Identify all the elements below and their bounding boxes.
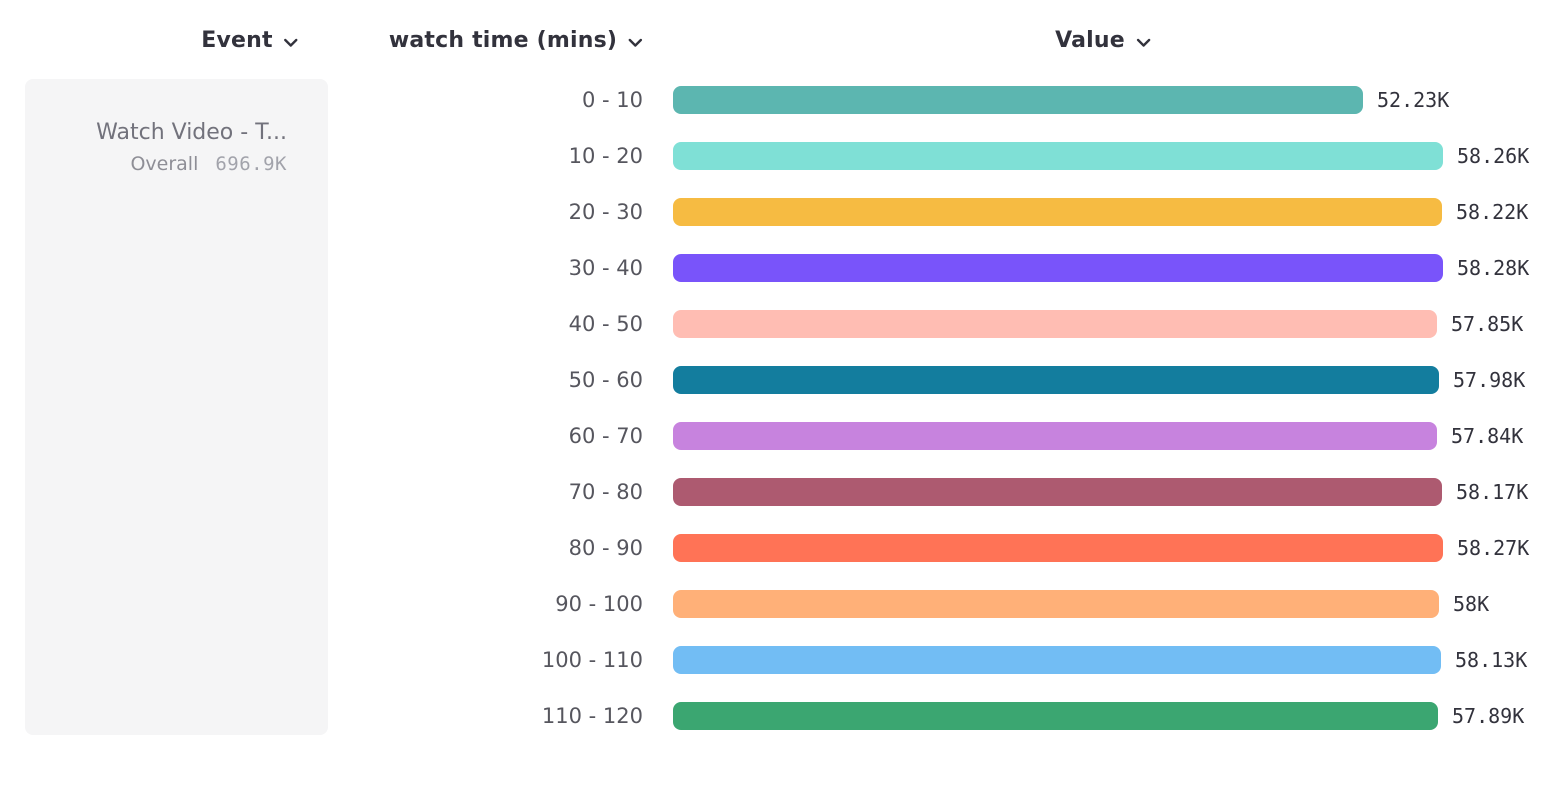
chevron-down-icon	[628, 38, 643, 47]
bar[interactable]	[673, 310, 1437, 338]
bar[interactable]	[673, 422, 1437, 450]
column-header-value-label: Value	[1055, 28, 1125, 53]
bar[interactable]	[673, 702, 1438, 730]
bar-value-label: 57.84K	[1451, 424, 1524, 448]
bar[interactable]	[673, 198, 1442, 226]
chart-row: 10 - 20 58.26K	[0, 142, 1568, 170]
chart-row: 80 - 90 58.27K	[0, 534, 1568, 562]
bar-category-label: 10 - 20	[568, 144, 643, 168]
chart-row: 110 - 120 57.89K	[0, 702, 1568, 730]
legend-overall-label: Overall	[130, 153, 199, 175]
chevron-down-icon	[1136, 38, 1151, 47]
bar-value-label: 52.23K	[1377, 88, 1450, 112]
legend-panel[interactable]: Watch Video - T... Overall 696.9K	[25, 79, 328, 735]
chart-row: 60 - 70 57.84K	[0, 422, 1568, 450]
bar-category-label: 80 - 90	[568, 536, 643, 560]
chart-row: 70 - 80 58.17K	[0, 478, 1568, 506]
bar-value-label: 58.13K	[1455, 648, 1528, 672]
legend-event-name: Watch Video - T...	[96, 120, 287, 145]
column-header-value-dropdown[interactable]: Value	[1055, 28, 1151, 53]
chart-row: 100 - 110 58.13K	[0, 646, 1568, 674]
chart-row: 50 - 60 57.98K	[0, 366, 1568, 394]
bar[interactable]	[673, 590, 1439, 618]
bar[interactable]	[673, 366, 1439, 394]
bar-value-label: 58.27K	[1457, 536, 1530, 560]
bar-category-label: 30 - 40	[568, 256, 643, 280]
column-header-event-label: Event	[201, 28, 273, 53]
bar-value-label: 58.17K	[1456, 480, 1529, 504]
bar-value-label: 58.28K	[1457, 256, 1530, 280]
bar-category-label: 0 - 10	[581, 88, 643, 112]
bar[interactable]	[673, 534, 1443, 562]
bar-category-label: 60 - 70	[568, 424, 643, 448]
bar-value-label: 57.98K	[1453, 368, 1526, 392]
bar-category-label: 40 - 50	[568, 312, 643, 336]
bar-value-label: 58.26K	[1457, 144, 1530, 168]
bar-category-label: 100 - 110	[541, 648, 643, 672]
bar[interactable]	[673, 86, 1363, 114]
bar-category-label: 90 - 100	[555, 592, 643, 616]
bar-category-label: 20 - 30	[568, 200, 643, 224]
bar-value-label: 57.85K	[1451, 312, 1524, 336]
chevron-down-icon	[284, 38, 298, 47]
column-header-event-dropdown[interactable]: Event	[201, 28, 298, 53]
bar-value-label: 58.22K	[1456, 200, 1529, 224]
bar-category-label: 50 - 60	[568, 368, 643, 392]
column-header-breakdown-dropdown[interactable]: watch time (mins)	[389, 28, 643, 53]
chart-row: 40 - 50 57.85K	[0, 310, 1568, 338]
bar[interactable]	[673, 646, 1441, 674]
bar-value-label: 58K	[1453, 592, 1490, 616]
chart-row: 20 - 30 58.22K	[0, 198, 1568, 226]
chart-row: 30 - 40 58.28K	[0, 254, 1568, 282]
bar-category-label: 70 - 80	[568, 480, 643, 504]
column-header-breakdown-label: watch time (mins)	[388, 28, 618, 53]
chart-row: 90 - 100 58K	[0, 590, 1568, 618]
bar[interactable]	[673, 254, 1443, 282]
bar[interactable]	[673, 142, 1443, 170]
legend-overall-value: 696.9K	[215, 153, 287, 175]
bar[interactable]	[673, 478, 1442, 506]
bar-category-label: 110 - 120	[541, 704, 643, 728]
legend-overall-row: Overall 696.9K	[130, 153, 287, 175]
chart-row: 0 - 10 52.23K	[0, 86, 1568, 114]
bar-value-label: 57.89K	[1452, 704, 1525, 728]
